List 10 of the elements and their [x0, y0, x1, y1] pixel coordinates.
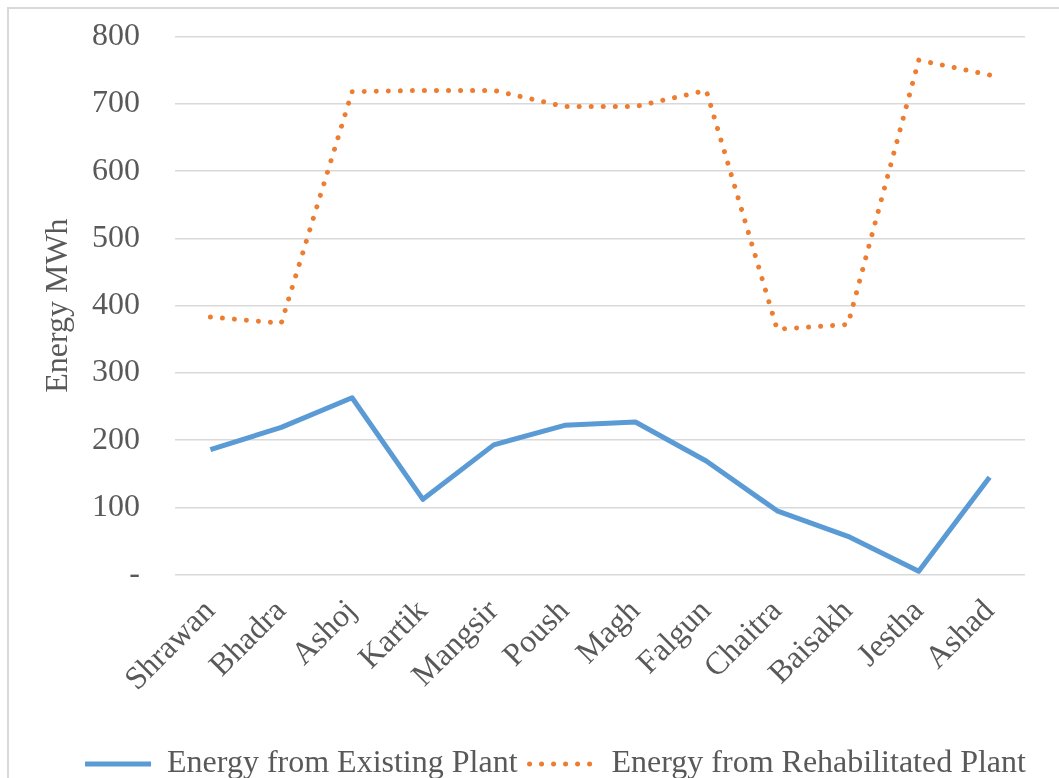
y-tick-label: 600 [92, 150, 140, 187]
y-tick-label: 800 [92, 16, 140, 53]
y-tick-label: 300 [92, 352, 140, 389]
y-tick-label: 200 [92, 419, 140, 456]
y-axis-title: Energy MWh [37, 218, 74, 393]
y-tick-label: - [129, 554, 140, 591]
y-tick-label: 400 [92, 285, 140, 322]
y-tick-label: 100 [92, 486, 140, 523]
y-tick-label: 700 [92, 83, 140, 120]
y-tick-label: 500 [92, 217, 140, 254]
